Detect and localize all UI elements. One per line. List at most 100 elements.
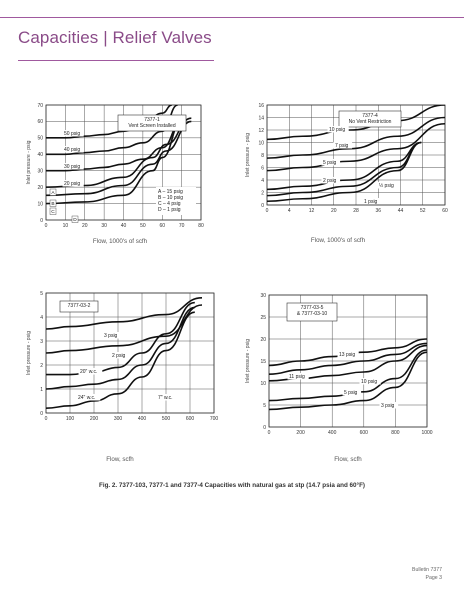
- chart-7377-03-2-xlabel: Flow, scfh: [106, 456, 134, 463]
- y-tick-label: 50: [37, 136, 43, 142]
- x-tick-label: 44: [398, 208, 404, 214]
- model-box: [286, 302, 338, 322]
- x-tick-label: 40: [121, 223, 127, 229]
- curve-marker-box: [71, 215, 79, 223]
- y-tick-label: 10: [37, 201, 43, 207]
- x-tick-label: 70: [179, 223, 185, 229]
- x-tick-label: 200: [296, 430, 305, 436]
- series-line-4: [46, 311, 195, 409]
- chart-7377-4-xlabel: Flow, 1000's of scfh: [310, 237, 366, 244]
- y-tick-label: 60: [37, 119, 43, 125]
- curve-label-bg: [327, 126, 349, 133]
- curve-label-bg: [362, 198, 382, 205]
- x-tick-label: 20: [82, 223, 88, 229]
- x-tick-label: 12: [309, 208, 315, 214]
- x-tick-label: 52: [420, 208, 426, 214]
- plot-frame: [45, 104, 202, 221]
- y-tick-label: 4: [261, 178, 264, 184]
- model-box-line: & 7377-03-10: [297, 311, 328, 317]
- x-tick-label: 400: [328, 430, 337, 436]
- x-tick-label: 4: [288, 208, 291, 214]
- series-line-1: [267, 116, 445, 159]
- x-tick-label: 100: [66, 416, 75, 422]
- x-tick-label: 30: [101, 223, 107, 229]
- curve-label-bg: [62, 130, 84, 137]
- x-tick-label: 600: [186, 416, 195, 422]
- series-line-4: [267, 141, 422, 197]
- curve-label-bg: [62, 180, 84, 187]
- y-axis-label: Inlet pressure - psig: [26, 140, 32, 184]
- y-axis-label: Inlet pressure - psig: [245, 133, 251, 177]
- curve-label: 2 psig: [323, 178, 337, 184]
- page-title: Capacities | Relief Valves: [18, 28, 212, 47]
- chart-7377-03-2: 0 100 200 300 400 500 600 700 0 1 2 3 4 5 Inlet pressu…: [26, 291, 218, 422]
- series-line-2: [267, 122, 445, 172]
- page-number: Page 3: [425, 575, 442, 581]
- curve-label-bg: [78, 368, 103, 375]
- curve-label: 20" w.c.: [80, 369, 97, 375]
- curve-marker: A: [51, 190, 55, 196]
- curve-label-bg: [62, 163, 84, 170]
- x-tick-label: 60: [442, 208, 448, 214]
- x-tick-label: 1000: [421, 430, 432, 436]
- x-tick-label: 10: [63, 223, 69, 229]
- y-axis-label: Inlet pressure - psig: [245, 339, 251, 383]
- curve-label: 3 psig: [381, 403, 395, 409]
- legend-entry: B – 10 psig: [158, 195, 183, 201]
- bulletin-number: Bulletin 7377: [412, 567, 442, 573]
- x-tick-label: 300: [114, 416, 123, 422]
- model-box-line: 7377-03-2: [68, 303, 91, 309]
- y-tick-label: 1: [40, 387, 43, 393]
- series-line-0: [46, 120, 182, 205]
- model-box-line: 7377-4: [362, 113, 378, 119]
- y-tick-label: 4: [40, 315, 43, 321]
- curve-label-bg: [321, 177, 341, 184]
- chart-7377-4: 0 4 12 20 28 36 44 52 60 0 2 4 6 8 10 12 14 16 Inlet press…: [245, 103, 448, 214]
- curve-label: 7" w.c.: [158, 395, 173, 401]
- y-tick-label: 0: [40, 411, 43, 417]
- curve-marker: D: [73, 217, 77, 223]
- title-rule-bottom: [18, 60, 214, 61]
- model-box-line: Vent Screen Installed: [128, 123, 175, 129]
- y-tick-label: 8: [261, 153, 264, 159]
- curve-label-bg: [287, 373, 309, 380]
- x-tick-label: 0: [266, 208, 269, 214]
- curve-label: 10 psig: [329, 127, 345, 133]
- chart-7377-1: 0 10 20 30 40 50 60 70 80 0 10 20 30 40 50 60 70 Inlet pr…: [26, 103, 204, 229]
- x-tick-label: 0: [45, 416, 48, 422]
- x-tick-label: 500: [162, 416, 171, 422]
- x-tick-label: 0: [268, 430, 271, 436]
- curve-label-bg: [62, 146, 84, 153]
- model-box: [59, 300, 99, 313]
- plot-frame: [268, 294, 428, 428]
- y-tick-label: 2: [40, 363, 43, 369]
- curve-label: 24" w.c.: [78, 395, 95, 401]
- title-rule-top: [0, 17, 464, 18]
- curve-label: 50 psig: [64, 131, 80, 137]
- y-tick-label: 10: [260, 381, 266, 387]
- curve-label-bg: [333, 142, 353, 149]
- y-tick-label: 25: [260, 315, 266, 321]
- x-tick-label: 60: [159, 223, 165, 229]
- model-box: [338, 110, 402, 128]
- x-tick-label: 36: [375, 208, 381, 214]
- x-tick-label: 800: [391, 430, 400, 436]
- series-line-3: [46, 120, 182, 172]
- model-box-line: 7377-1: [144, 117, 160, 123]
- legend-entry: D – 1 psig: [158, 207, 181, 213]
- curve-marker-box: [49, 199, 57, 207]
- model-box-line: 7377-03-5: [301, 305, 324, 311]
- series-line-4: [46, 105, 179, 156]
- series-line-1: [269, 342, 427, 375]
- x-tick-label: 0: [45, 223, 48, 229]
- series-line-2: [46, 301, 195, 376]
- series-line-5: [267, 141, 422, 203]
- y-tick-label: 0: [263, 425, 266, 431]
- curve-label-bg: [379, 402, 399, 409]
- y-tick-label: 10: [258, 140, 264, 146]
- curve-label-bg: [377, 182, 397, 189]
- series-line-3: [46, 306, 195, 390]
- curve-marker-box: [49, 207, 57, 215]
- y-tick-label: 14: [258, 115, 264, 121]
- legend-bg: [156, 187, 196, 215]
